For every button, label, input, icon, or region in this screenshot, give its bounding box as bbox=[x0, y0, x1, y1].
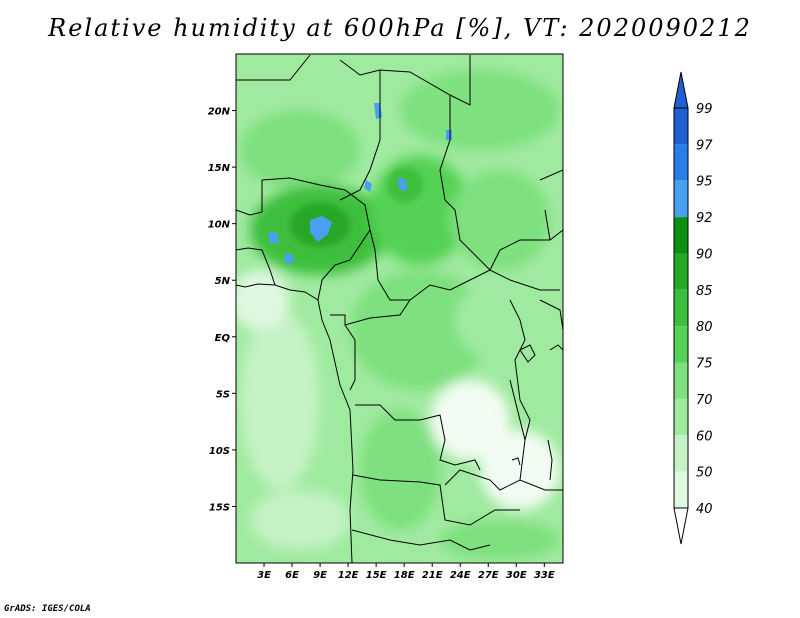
border-angola bbox=[355, 404, 481, 471]
colorbar-segment bbox=[674, 289, 688, 327]
border-east-3 bbox=[539, 299, 563, 331]
coastline-west bbox=[236, 283, 354, 563]
border-namibia bbox=[351, 529, 491, 551]
lon-tick-label: 21E bbox=[422, 570, 443, 581]
lat-tick-label: 10N bbox=[208, 220, 231, 231]
lat-tick-label: 15S bbox=[209, 502, 230, 513]
lake-other bbox=[511, 457, 521, 466]
lat-axis: 20N 15N 10N 5N EQ 5S 10S 15S bbox=[208, 107, 236, 513]
colorbar-label: 95 bbox=[696, 175, 713, 190]
colorbar-segment bbox=[674, 471, 688, 508]
map-frame bbox=[235, 53, 564, 564]
border-sudan-ss bbox=[489, 229, 563, 271]
colorbar-segment bbox=[674, 326, 688, 363]
colorbar-segment bbox=[674, 217, 688, 254]
lon-tick-label: 30E bbox=[506, 570, 527, 581]
lat-tick-label: 5N bbox=[215, 276, 231, 287]
colorbar-label: 85 bbox=[696, 284, 713, 299]
lon-tick-label: 12E bbox=[338, 570, 359, 581]
border-west-1 bbox=[236, 180, 263, 216]
lon-tick-label: 27E bbox=[478, 570, 499, 581]
colorbar-segment bbox=[674, 435, 688, 472]
border-north-1 bbox=[236, 54, 311, 81]
colorbar-label: 92 bbox=[696, 211, 713, 226]
lon-tick-label: 3E bbox=[257, 570, 271, 581]
colorbar-label: 97 bbox=[696, 138, 713, 153]
border-east-4 bbox=[549, 344, 563, 351]
lon-axis: 3E 6E 9E 12E 15E 18E 21E 24E 27E 30E 33E bbox=[257, 563, 555, 581]
border-car bbox=[330, 299, 411, 326]
colorbar-segment bbox=[674, 398, 688, 436]
border-west-2 bbox=[236, 247, 276, 286]
lon-tick-label: 24E bbox=[450, 570, 471, 581]
colorbar: 99 97 95 92 90 85 80 75 70 60 50 40 bbox=[673, 71, 713, 545]
border-zambia bbox=[444, 469, 563, 491]
border-niger-chad bbox=[339, 70, 381, 201]
lon-tick-label: 15E bbox=[366, 570, 387, 581]
lat-tick-label: 15N bbox=[208, 163, 231, 174]
lon-tick-label: 18E bbox=[394, 570, 415, 581]
colorbar-segment bbox=[674, 180, 688, 218]
map-title: Relative humidity at 600hPa [%], VT: 202… bbox=[48, 14, 752, 42]
border-nigeria bbox=[261, 177, 371, 301]
colorbar-segment bbox=[674, 144, 688, 181]
lake-tanganyika bbox=[509, 379, 526, 441]
lake-malawi bbox=[547, 439, 553, 481]
border-east-1 bbox=[539, 169, 563, 181]
colorbar-label: 60 bbox=[696, 429, 713, 444]
lon-tick-label: 9E bbox=[313, 570, 327, 581]
country-borders bbox=[236, 54, 563, 563]
border-chad-sudan bbox=[439, 95, 491, 271]
border-cameroon bbox=[369, 229, 560, 301]
colorbar-top-arrow bbox=[673, 71, 689, 109]
colorbar-label: 80 bbox=[696, 320, 713, 335]
border-east-2 bbox=[544, 209, 551, 241]
lat-tick-label: 20N bbox=[208, 107, 231, 118]
grads-credit: GrADS: IGES/COLA bbox=[4, 604, 91, 614]
lon-tick-label: 6E bbox=[285, 570, 299, 581]
humidity-field bbox=[236, 54, 563, 563]
border-angola-south bbox=[352, 474, 520, 526]
lat-tick-label: 5S bbox=[216, 389, 230, 400]
colorbar-label: 75 bbox=[696, 357, 713, 372]
border-drc-east bbox=[509, 299, 531, 481]
colorbar-bottom-arrow bbox=[673, 507, 689, 545]
colorbar-label: 70 bbox=[696, 393, 713, 408]
lake-victoria bbox=[519, 344, 536, 363]
colorbar-segment bbox=[674, 253, 688, 290]
colorbar-label: 40 bbox=[696, 502, 713, 517]
colorbar-segment bbox=[674, 362, 688, 399]
border-drc-north bbox=[344, 324, 356, 391]
colorbar-label: 90 bbox=[696, 247, 713, 262]
colorbar-label: 99 bbox=[696, 102, 713, 117]
border-north-2 bbox=[339, 55, 471, 106]
colorbar-segment bbox=[674, 108, 688, 145]
lon-tick-label: 33E bbox=[534, 570, 555, 581]
lat-tick-label: 10S bbox=[209, 446, 230, 457]
colorbar-label: 50 bbox=[696, 466, 713, 481]
lat-tick-label: EQ bbox=[215, 333, 231, 344]
